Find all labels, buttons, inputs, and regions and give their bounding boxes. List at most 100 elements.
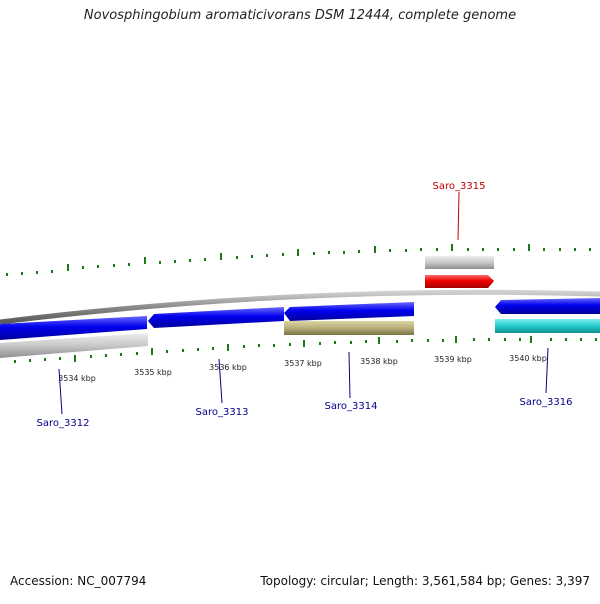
tick-mark	[189, 259, 191, 262]
tick-mark	[374, 246, 376, 253]
tick-mark	[6, 273, 8, 276]
tick-mark	[436, 248, 438, 251]
gene-labels: Saro_3312 Saro_3313 Saro_3314 Saro_3315 …	[37, 181, 573, 429]
cds-feature-saro-3316[interactable]	[495, 298, 600, 314]
tick-mark	[258, 344, 260, 347]
tick-mark	[528, 244, 530, 251]
tick-mark	[251, 255, 253, 258]
tick-mark	[334, 341, 336, 344]
tick-mark	[319, 342, 321, 345]
tick-mark	[97, 265, 99, 268]
misc-feature-saro-3314[interactable]	[284, 321, 414, 335]
tick-mark	[266, 254, 268, 257]
tick-mark	[204, 258, 206, 261]
repeat-feature-saro-3316[interactable]	[495, 319, 600, 333]
tick-mark	[519, 338, 521, 341]
leader-line-saro-3315	[457, 191, 460, 241]
tick-mark	[51, 270, 53, 273]
tick-mark	[82, 266, 84, 269]
leader-line-saro-3316	[545, 347, 549, 394]
tick-mark	[420, 248, 422, 251]
tick-mark	[14, 360, 16, 363]
tick-mark	[358, 250, 360, 253]
cds-feature-saro-3315[interactable]	[425, 275, 494, 288]
cds-feature-saro-3313[interactable]	[148, 307, 284, 328]
tick-mark	[411, 339, 413, 342]
tick-mark	[595, 338, 597, 341]
label-leader-lines	[58, 191, 549, 415]
tick-mark	[389, 249, 391, 252]
tick-mark	[365, 340, 367, 343]
genome-backbone	[0, 289, 600, 325]
tick-mark	[289, 343, 291, 346]
tick-label: 3536 kbp	[209, 363, 247, 372]
map-title: Novosphingobium aromaticivorans DSM 1244…	[83, 8, 517, 23]
accession-label: Accession: NC_007794	[10, 574, 147, 588]
tick-mark	[113, 264, 115, 267]
lower-scale-ticks	[14, 336, 597, 363]
tick-mark	[128, 263, 130, 266]
tick-mark	[297, 249, 299, 256]
tick-mark	[220, 253, 222, 260]
tick-mark	[120, 353, 122, 356]
tick-mark	[396, 340, 398, 343]
tick-mark	[105, 354, 107, 357]
gene-label-saro-3315[interactable]: Saro_3315	[433, 181, 486, 192]
gene-feature-saro-3312[interactable]	[0, 333, 148, 358]
tick-mark	[21, 272, 23, 275]
tick-mark	[159, 261, 161, 264]
tick-mark	[273, 344, 275, 347]
tick-label: 3534 kbp	[58, 374, 96, 383]
tick-mark	[29, 359, 31, 362]
tick-mark	[236, 256, 238, 259]
tick-mark	[350, 341, 352, 344]
tick-label: 3540 kbp	[509, 354, 547, 363]
tick-mark	[243, 345, 245, 348]
upper-scale-ticks	[6, 244, 591, 276]
tick-mark	[574, 248, 576, 251]
tick-mark	[427, 339, 429, 342]
tick-mark	[513, 248, 515, 251]
genome-summary: Topology: circular; Length: 3,561,584 bp…	[260, 574, 590, 588]
tick-mark	[455, 336, 457, 343]
tick-mark	[530, 336, 532, 343]
tick-mark	[44, 358, 46, 361]
gene-label-saro-3314[interactable]: Saro_3314	[325, 401, 378, 412]
scale-labels: 3534 kbp 3535 kbp 3536 kbp 3537 kbp 3538…	[58, 354, 547, 383]
tick-mark	[136, 352, 138, 355]
tick-mark	[482, 248, 484, 251]
cds-feature-saro-3314[interactable]	[284, 302, 414, 321]
tick-mark	[488, 338, 490, 341]
gene-label-saro-3313[interactable]: Saro_3313	[196, 407, 249, 418]
cds-feature-saro-3312[interactable]	[0, 316, 147, 340]
tick-label: 3535 kbp	[134, 368, 172, 377]
gene-feature-saro-3315[interactable]	[425, 256, 494, 269]
tick-mark	[303, 340, 305, 347]
tick-mark	[442, 339, 444, 342]
tick-mark	[151, 348, 153, 355]
tick-mark	[59, 357, 61, 360]
tick-mark	[74, 355, 76, 362]
tick-mark	[90, 355, 92, 358]
gene-label-saro-3316[interactable]: Saro_3316	[520, 397, 573, 408]
tick-mark	[144, 257, 146, 264]
leader-line-saro-3312	[58, 368, 63, 415]
tick-mark	[565, 338, 567, 341]
tick-label: 3538 kbp	[360, 357, 398, 366]
tick-mark	[467, 248, 469, 251]
tick-mark	[504, 338, 506, 341]
gene-label-saro-3312[interactable]: Saro_3312	[37, 418, 90, 429]
tick-mark	[313, 252, 315, 255]
tick-mark	[174, 260, 176, 263]
tick-mark	[328, 251, 330, 254]
tick-mark	[166, 350, 168, 353]
tick-mark	[405, 249, 407, 252]
tick-mark	[282, 253, 284, 256]
tick-label: 3539 kbp	[434, 355, 472, 364]
tick-mark	[197, 348, 199, 351]
tick-mark	[473, 338, 475, 341]
tick-mark	[67, 264, 69, 271]
leader-line-saro-3314	[348, 351, 351, 399]
